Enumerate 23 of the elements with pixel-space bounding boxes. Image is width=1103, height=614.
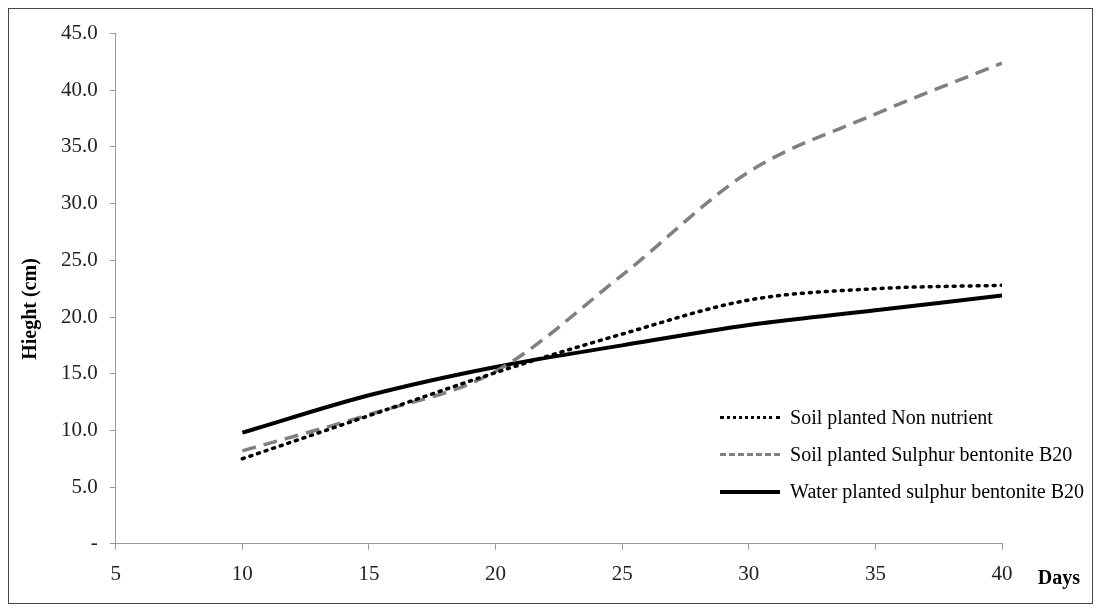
y-tick-label: 20.0	[61, 303, 98, 328]
y-axis-title: Hieght (cm)	[17, 258, 41, 360]
legend-label: Water planted sulphur bentonite B20	[790, 480, 1084, 503]
x-tick-label: 40	[991, 560, 1013, 585]
y-tick-label: 15.0	[61, 360, 98, 385]
y-tick-label: -	[90, 530, 98, 555]
legend-label: Soil planted Sulphur bentonite B20	[790, 443, 1073, 466]
x-tick-label: 15	[358, 560, 380, 585]
y-tick-label: 10.0	[61, 416, 98, 441]
x-tick-label: 25	[611, 560, 633, 585]
y-tick-label: 35.0	[61, 133, 98, 158]
x-tick-label: 20	[485, 560, 507, 585]
x-tick-label: 30	[738, 560, 760, 585]
y-tick-label: 30.0	[61, 190, 98, 215]
x-axis-title: Days	[1037, 566, 1080, 589]
x-tick-label: 10	[231, 560, 253, 585]
y-tick-label: 40.0	[61, 76, 98, 101]
legend-label: Soil planted Non nutrient	[790, 406, 993, 429]
x-tick-label: 35	[864, 560, 886, 585]
x-tick-label: 5	[110, 560, 121, 585]
y-tick-label: 45.0	[61, 20, 98, 45]
y-tick-label: 25.0	[61, 246, 98, 271]
y-tick-label: 5.0	[71, 473, 98, 498]
